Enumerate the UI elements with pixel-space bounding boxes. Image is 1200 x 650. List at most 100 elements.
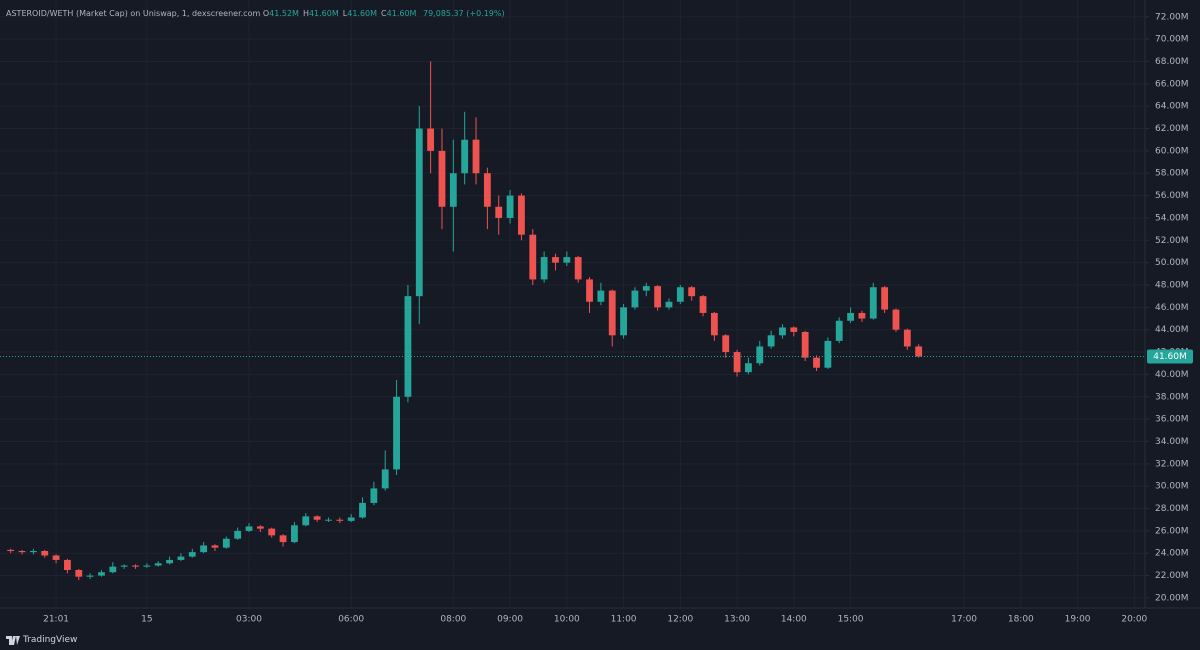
candle-body	[200, 545, 208, 553]
candle-body	[359, 502, 366, 518]
symbol-title: ASTEROID/WETH (Market Cap) on Uniswap, 1…	[6, 9, 261, 18]
candle-body	[620, 307, 627, 336]
candle-body	[404, 296, 412, 397]
candle-body	[745, 363, 752, 373]
candle-body	[52, 555, 60, 560]
candle-body	[813, 357, 820, 368]
candle-body	[779, 327, 786, 336]
candle-body	[234, 530, 242, 539]
candle-body	[427, 128, 435, 151]
candle-body	[472, 139, 480, 174]
y-tick-label: 64.00M	[1155, 102, 1189, 112]
x-tick-label: 12:00	[667, 615, 693, 625]
candle-body	[347, 517, 355, 521]
candle-body	[540, 257, 548, 280]
x-tick-label: 13:00	[724, 615, 750, 625]
candle-body	[154, 563, 162, 566]
last-price-box	[1147, 349, 1193, 364]
x-tick-label: 19:00	[1065, 615, 1091, 625]
candle-body	[449, 173, 457, 207]
y-tick-label: 52.00M	[1155, 236, 1189, 246]
ohlc-value: 41.60M	[386, 9, 417, 18]
y-tick-label: 40.00M	[1155, 370, 1189, 380]
candle-body	[109, 566, 117, 573]
change: 79,085.37 (+0.19%)	[423, 9, 505, 18]
y-tick-label: 46.00M	[1155, 303, 1189, 313]
candle-body	[654, 286, 662, 308]
candle-body	[574, 257, 582, 280]
candle-body	[120, 565, 128, 567]
candle-body	[143, 565, 151, 567]
candle-body	[177, 556, 185, 560]
ohlc-values: O41.52M H41.60M L41.60M C41.60M	[263, 9, 421, 18]
candle-body	[188, 552, 196, 557]
branding: TradingView	[6, 635, 77, 645]
ohlc-key: L	[342, 9, 348, 18]
y-tick-label: 22.00M	[1155, 571, 1189, 581]
x-tick-label: 10:00	[554, 615, 580, 625]
candle-body	[370, 488, 378, 503]
y-tick-label: 68.00M	[1155, 57, 1189, 67]
candle-body	[302, 516, 310, 526]
candle-body	[642, 286, 650, 291]
x-tick-label: 06:00	[338, 615, 364, 625]
candle-body	[86, 575, 94, 577]
candle-body	[268, 528, 276, 536]
candle-body	[892, 309, 900, 330]
candle-body	[393, 396, 400, 470]
ohlc-value: 41.60M	[308, 9, 339, 18]
candle-body	[256, 526, 264, 529]
ohlc-value: 41.52M	[269, 9, 299, 18]
candle-body	[336, 519, 344, 521]
x-tick-label: 18:00	[1008, 615, 1034, 625]
x-tick-label: 20:00	[1121, 615, 1147, 625]
y-tick-label: 50.00M	[1155, 258, 1189, 268]
y-tick-label: 34.00M	[1155, 437, 1189, 447]
y-tick-label: 32.00M	[1155, 459, 1189, 469]
candle-body	[847, 312, 854, 321]
y-tick-label: 66.00M	[1155, 79, 1189, 89]
candle-body	[245, 526, 253, 531]
y-tick-label: 38.00M	[1155, 392, 1189, 402]
x-tick-label: 03:00	[236, 615, 262, 625]
candle-body	[767, 335, 775, 347]
last-price-label: 41.60M	[1153, 352, 1187, 362]
y-tick-label: 72.00M	[1155, 12, 1189, 22]
candle-body	[7, 549, 15, 551]
candle-body	[166, 559, 173, 564]
y-tick-label: 20.00M	[1155, 593, 1189, 603]
x-tick-label: 08:00	[440, 615, 466, 625]
y-tick-label: 36.00M	[1155, 415, 1189, 425]
y-tick-label: 44.00M	[1155, 325, 1189, 335]
y-tick-label: 54.00M	[1155, 213, 1189, 223]
y-tick-label: 58.00M	[1155, 169, 1189, 179]
candle-body	[665, 301, 673, 308]
candle-body	[98, 572, 105, 576]
candle-body	[461, 139, 469, 174]
candle-body	[869, 287, 877, 319]
candle-body	[211, 545, 219, 548]
ohlc-key: H	[302, 9, 309, 18]
candle-body	[291, 525, 298, 543]
candle-body	[132, 565, 139, 567]
candle-body	[597, 290, 605, 302]
logo-icon	[6, 635, 20, 645]
candle-body	[881, 287, 889, 310]
candle-body	[586, 279, 593, 302]
x-tick-label: 15	[141, 615, 152, 625]
candle-body	[563, 257, 571, 263]
candle-body	[41, 551, 49, 556]
candle-body	[222, 538, 230, 548]
y-tick-label: 28.00M	[1155, 504, 1189, 514]
candle-body	[733, 352, 741, 373]
candle-body	[483, 173, 491, 207]
ohlc-value: 41.60M	[347, 9, 378, 18]
candle-body	[688, 287, 696, 297]
candle-body	[29, 551, 37, 553]
candle-body	[506, 195, 514, 218]
y-tick-label: 48.00M	[1155, 281, 1189, 291]
candle-body	[64, 559, 71, 570]
